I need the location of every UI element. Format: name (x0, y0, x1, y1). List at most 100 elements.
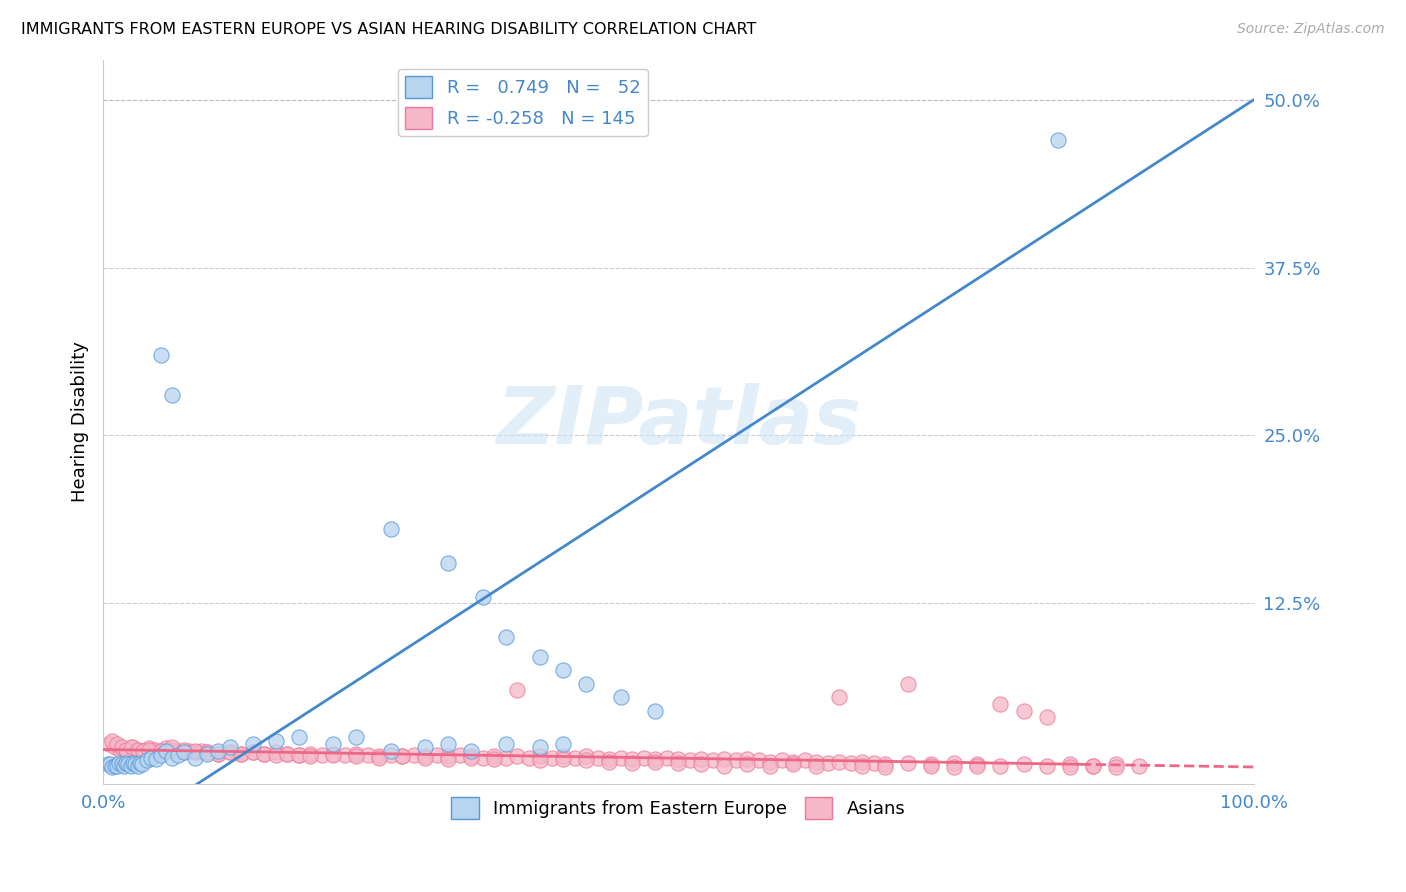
Point (793, 753, 815, 767)
Point (679, 753, 702, 767)
Point (127, 742, 149, 756)
Point (124, 757, 146, 772)
Point (110, 742, 132, 756)
Point (644, 755, 666, 769)
Point (120, 758, 142, 772)
Point (160, 742, 183, 756)
Point (413, 749, 436, 764)
Point (553, 752, 575, 766)
Point (311, 747, 333, 762)
Point (621, 756, 644, 770)
Point (506, 749, 529, 764)
Point (1104, 757, 1126, 772)
Text: IMMIGRANTS FROM EASTERN EUROPE VS ASIAN HEARING DISABILITY CORRELATION CHART: IMMIGRANTS FROM EASTERN EUROPE VS ASIAN … (21, 22, 756, 37)
Point (391, 749, 413, 764)
Point (368, 750, 391, 764)
Point (610, 690, 633, 705)
Point (110, 739, 132, 754)
Point (141, 750, 163, 764)
Point (529, 749, 551, 764)
Point (437, 737, 460, 751)
Point (460, 750, 482, 764)
Point (702, 753, 724, 767)
Point (143, 742, 166, 756)
Point (1081, 758, 1104, 772)
Point (218, 745, 240, 759)
Point (207, 744, 229, 758)
Point (1035, 710, 1057, 724)
Point (173, 742, 195, 756)
Point (155, 741, 177, 756)
Point (517, 750, 540, 764)
Point (145, 752, 167, 766)
Point (817, 756, 839, 770)
Point (449, 747, 471, 762)
Point (287, 747, 309, 762)
Point (828, 690, 851, 705)
Point (1059, 757, 1081, 772)
Point (495, 737, 517, 751)
Point (690, 757, 713, 772)
Point (160, 739, 183, 754)
Point (287, 747, 309, 762)
Point (121, 739, 143, 754)
Point (943, 760, 966, 774)
Point (218, 745, 240, 759)
Point (276, 747, 298, 761)
Point (253, 747, 276, 761)
Point (129, 756, 152, 770)
Point (598, 755, 620, 769)
Point (495, 630, 517, 644)
Point (127, 742, 149, 756)
Point (851, 755, 873, 769)
Point (380, 522, 402, 536)
Point (426, 747, 449, 762)
Point (242, 737, 264, 751)
Point (299, 747, 322, 761)
Point (484, 749, 506, 764)
Point (471, 750, 494, 764)
Point (1012, 704, 1035, 718)
Point (391, 749, 413, 764)
Point (195, 745, 218, 759)
Point (644, 704, 666, 718)
Point (184, 750, 207, 764)
Point (276, 747, 298, 761)
Y-axis label: Hearing Disability: Hearing Disability (72, 342, 89, 502)
Point (748, 753, 770, 767)
Point (724, 753, 747, 767)
Point (135, 753, 157, 767)
Point (875, 760, 897, 774)
Point (105, 737, 128, 751)
Point (495, 750, 517, 764)
Point (598, 752, 620, 766)
Point (190, 744, 212, 758)
Point (737, 757, 759, 772)
Point (920, 757, 942, 772)
Point (610, 750, 633, 764)
Point (122, 756, 145, 770)
Point (160, 388, 183, 402)
Point (863, 756, 886, 770)
Point (253, 747, 276, 761)
Point (666, 752, 689, 766)
Point (97, 737, 120, 751)
Point (264, 734, 287, 748)
Point (713, 752, 735, 766)
Point (839, 756, 862, 770)
Point (1035, 758, 1057, 772)
Point (368, 749, 391, 764)
Point (121, 739, 143, 754)
Point (737, 752, 759, 766)
Point (897, 756, 920, 770)
Point (344, 731, 367, 745)
Point (97, 757, 120, 772)
Text: ZIPatlas: ZIPatlas (496, 383, 860, 461)
Point (98, 757, 121, 772)
Point (299, 749, 322, 764)
Point (333, 747, 356, 762)
Point (437, 752, 460, 766)
Point (943, 756, 966, 770)
Point (1012, 757, 1035, 772)
Point (195, 747, 218, 761)
